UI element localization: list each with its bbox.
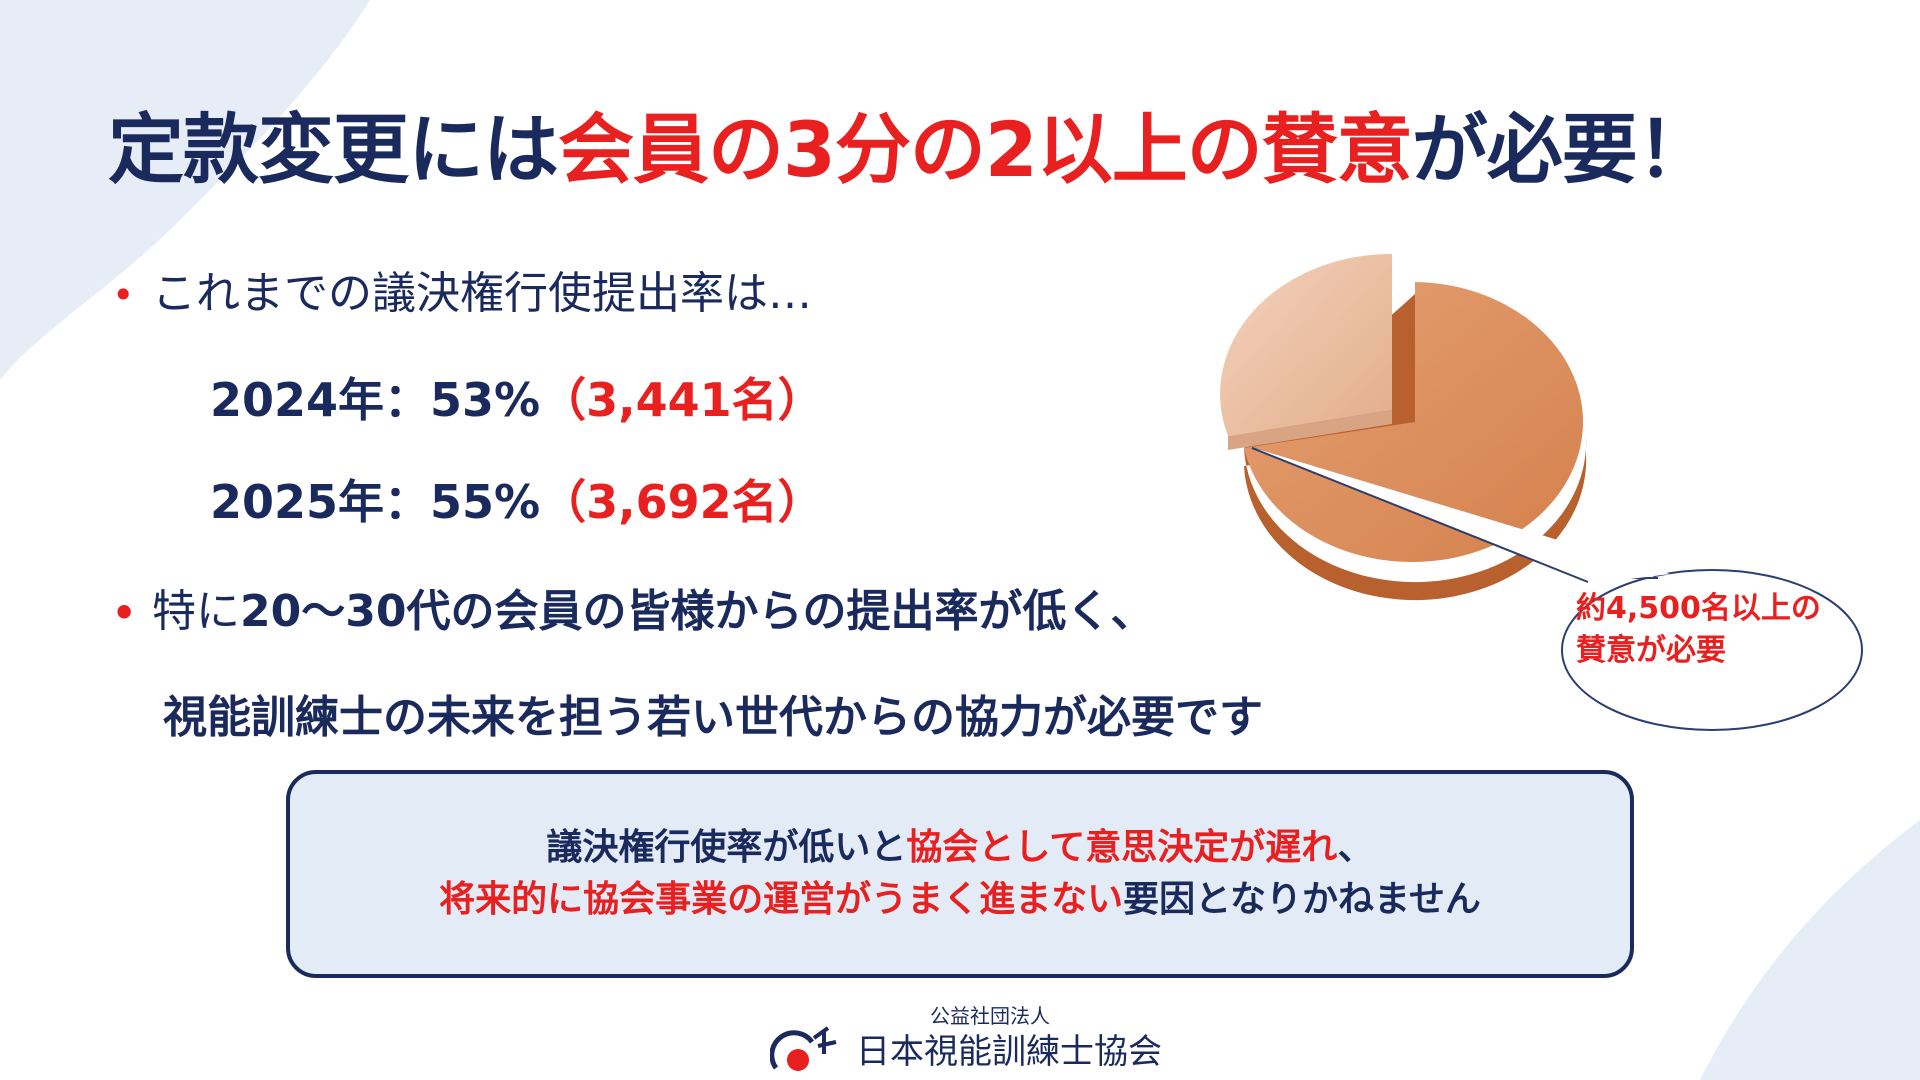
bullet-young-members: • 特に20～30代の会員の皆様からの提出率が低く、	[112, 582, 1154, 643]
notice-line-2: 将来的に協会事業の運営がうまく進まない要因となりかねません	[439, 879, 1481, 920]
notice-box: 議決権行使率が低いと協会として意思決定が遅れ、 将来的に協会事業の運営がうまく進…	[286, 770, 1634, 978]
pie-chart	[1220, 253, 1587, 601]
pie-small-side	[1228, 410, 1392, 450]
org-name-label: 日本視能訓練士協会	[856, 1032, 1162, 1072]
rate-row-2025: 2025年：55%（3,692名）	[210, 475, 824, 529]
callout-text: 約4,500名以上の 賛意が必要	[1576, 591, 1821, 668]
bullet-dot-icon: •	[112, 273, 135, 317]
footer-logo: 公益社団法人 日本視能訓練士協会	[770, 1004, 1190, 1074]
page-title: 定款変更には会員の3分の2以上の賛意が必要！	[108, 105, 1713, 194]
association-logo-icon	[770, 1026, 837, 1071]
rate-row-2024: 2024年：53%（3,441名）	[210, 373, 824, 427]
pie-main-slice	[1244, 282, 1584, 562]
bullet-young-members-line2: 視能訓練士の未来を担う若い世代からの協力が必要です	[163, 692, 1263, 743]
org-type-label: 公益社団法人	[930, 1004, 1050, 1028]
pie-small-slice	[1220, 253, 1392, 436]
notice-line-1: 議決権行使率が低いと協会として意思決定が遅れ、	[546, 827, 1374, 868]
bullet-dot-icon: •	[112, 591, 137, 635]
bullet-participation-rate: • これまでの議決権行使提出率は…	[112, 264, 812, 325]
callout-bubble	[1251, 447, 1863, 731]
